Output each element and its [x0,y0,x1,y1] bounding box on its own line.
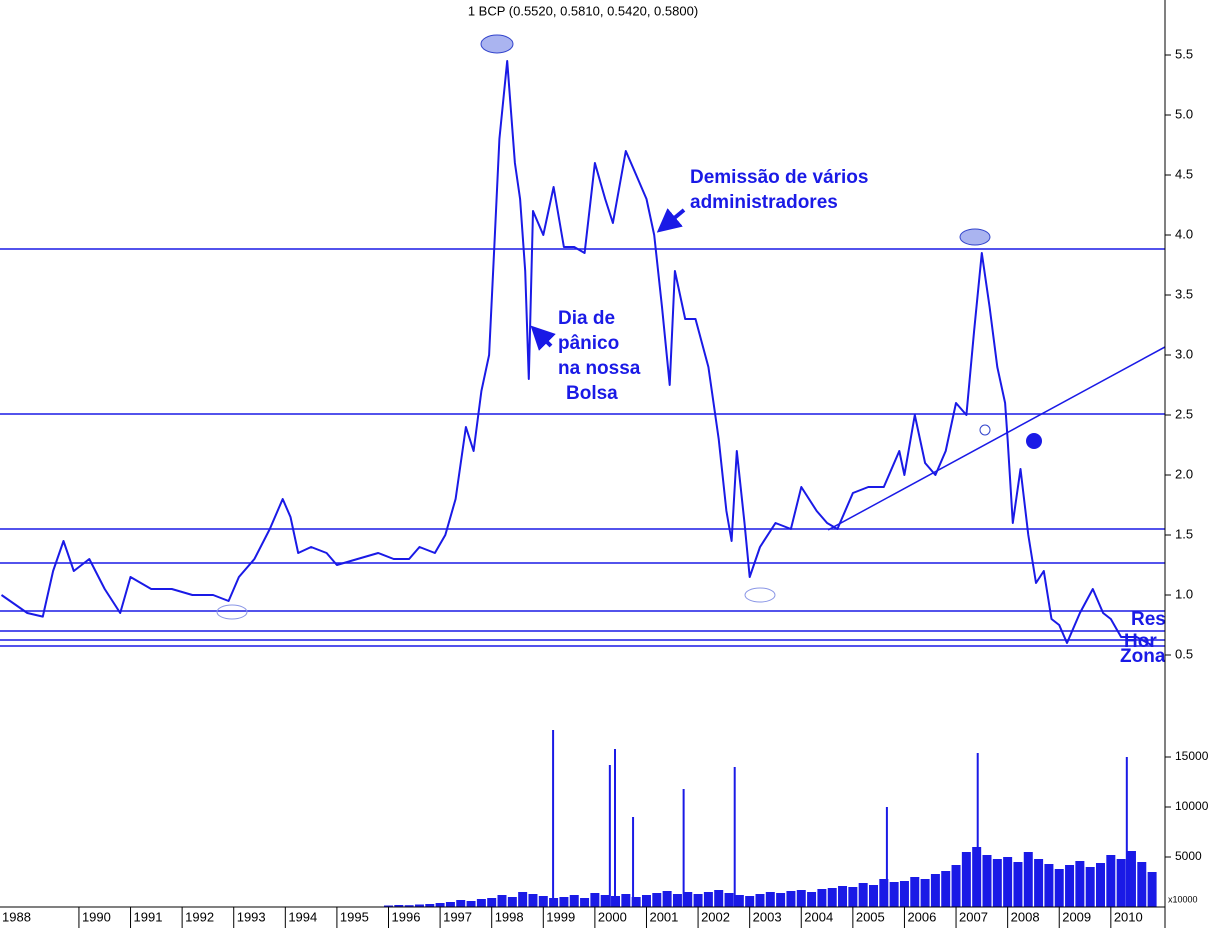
x-tick-label: 1995 [340,909,369,924]
y-tick-label: 2.0 [1175,466,1193,481]
x-tick-label: 1991 [134,909,163,924]
annotation: Res [1131,609,1166,630]
y-tick-label: 3.0 [1175,346,1193,361]
x-tick-label: 2003 [753,909,782,924]
x-tick-label: 1993 [237,909,266,924]
bull-icon [216,604,248,620]
x-tick-label: 2008 [1011,909,1040,924]
y-tick-label: 4.5 [1175,166,1193,181]
bomb-icon [1026,433,1042,449]
volume-unit: x10000 [1168,894,1198,904]
arrow [656,208,686,233]
x-tick-label: 1990 [82,909,111,924]
x-tick-label: 1999 [546,909,575,924]
chart-title: 1 BCP (0.5520, 0.5810, 0.5420, 0.5800) [468,3,698,18]
x-tick-label: 1994 [288,909,317,924]
x-tick-label: 2006 [907,909,936,924]
annotation: Dia de [558,308,615,329]
annotation: Zona [1120,646,1166,667]
bear-icon [480,34,514,54]
arrow [530,325,556,351]
y-tick-label: 0.5 [1175,646,1193,661]
annotation: Bolsa [566,383,618,404]
x-tick-label: 2001 [649,909,678,924]
annotation: administradores [690,192,838,213]
x-tick-label: 2000 [598,909,627,924]
skull-icon [979,424,991,436]
x-tick-label: 1997 [443,909,472,924]
y-tick-label: 3.5 [1175,286,1193,301]
x-tick-label: 1996 [392,909,421,924]
y-tick-label: 5.0 [1175,106,1193,121]
x-tick-label: 2010 [1114,909,1143,924]
annotation: pânico [558,333,619,354]
plot-area: Demissão de vários administradores Dia de p… [0,60,1166,907]
x-tick-label: 2009 [1062,909,1091,924]
x-tick-label: 2004 [804,909,833,924]
x-tick-label: 2005 [856,909,885,924]
y-tick-label: 5000 [1175,849,1202,863]
x-tick-label: 2007 [959,909,988,924]
y-tick-label: 4.0 [1175,226,1193,241]
bear-icon [959,228,991,246]
y-tick-label: 5.5 [1175,46,1193,61]
y-tick-label: 10000 [1175,799,1209,813]
x-tick-label: 1998 [495,909,524,924]
bull-icon [744,587,776,603]
x-tick-label: 1992 [185,909,214,924]
annotation: Demissão de vários [690,167,868,188]
y-tick-label: 1.0 [1175,586,1193,601]
x-tick-label: 1988 [2,909,31,924]
trendline [827,346,1165,531]
y-tick-label: 1.5 [1175,526,1193,541]
y-tick-label: 2.5 [1175,406,1193,421]
annotation: na nossa [558,358,641,379]
y-tick-label: 15000 [1175,749,1209,763]
x-tick-label: 2002 [701,909,730,924]
annotation: Hor [1124,631,1157,652]
price-line [0,60,1153,647]
